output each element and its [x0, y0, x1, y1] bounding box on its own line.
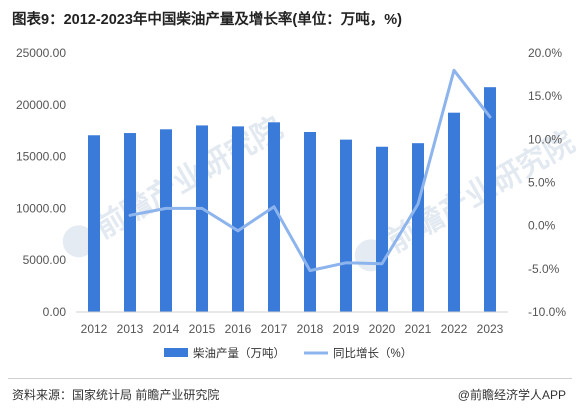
- source-note: 资料来源：国家统计局 前瞻产业研究院: [12, 388, 220, 402]
- bar: [412, 143, 424, 312]
- footer-divider: [8, 378, 572, 379]
- bar: [268, 122, 280, 312]
- x-tick-label: 2020: [369, 322, 396, 336]
- x-tick-label: 2012: [81, 322, 108, 336]
- bar-series: [88, 87, 496, 312]
- x-tick-label: 2016: [225, 322, 252, 336]
- left-tick-label: 25000.00: [16, 46, 66, 60]
- legend: 柴油产量（万吨） 同比增长（%）: [164, 346, 412, 360]
- chart: 前瞻产业研究院 前瞻产业研究院 0.005000.0010000.0015000.…: [16, 46, 580, 360]
- x-tick-label: 2015: [189, 322, 216, 336]
- right-tick-label: 20.0%: [528, 46, 562, 60]
- bar: [160, 129, 172, 312]
- x-tick-label: 2023: [477, 322, 504, 336]
- growth-line: [128, 68, 492, 273]
- right-tick-label: 0.0%: [528, 219, 556, 233]
- bar: [232, 126, 244, 312]
- x-tick-label: 2019: [333, 322, 360, 336]
- right-tick-label: 15.0%: [528, 89, 562, 103]
- right-axis: -10.0% -5.0% 0.0% 5.0% 10.0% 15.0% 20.0%: [528, 46, 566, 319]
- chart-title: 图表9：2012-2023年中国柴油产量及增长率(单位：万吨，%): [12, 12, 402, 28]
- left-tick-label: 15000.00: [16, 150, 66, 164]
- x-tick-label: 2022: [441, 322, 468, 336]
- left-tick-label: 0.00: [43, 305, 67, 319]
- bar: [88, 135, 100, 312]
- bar: [448, 112, 460, 312]
- x-tick-label: 2021: [405, 322, 432, 336]
- credit-note: @前瞻经济学人APP: [457, 388, 566, 402]
- bar: [124, 133, 136, 312]
- right-tick-label: 10.0%: [528, 132, 562, 146]
- left-tick-label: 20000.00: [16, 98, 66, 112]
- bar: [376, 146, 388, 312]
- x-tick-label: 2018: [297, 322, 324, 336]
- bar: [304, 131, 316, 312]
- bar: [340, 139, 352, 312]
- x-tick-label: 2017: [261, 322, 288, 336]
- left-tick-label: 10000.00: [16, 201, 66, 215]
- x-tick-label: 2014: [153, 322, 180, 336]
- left-axis: 0.00 5000.00 10000.00 15000.00 20000.00 25000…: [16, 46, 66, 319]
- right-tick-label: -10.0%: [528, 305, 566, 319]
- bar: [196, 125, 208, 312]
- watermark-logo: [62, 225, 95, 258]
- right-tick-label: -5.0%: [528, 262, 560, 276]
- watermark-text: 前瞻产业研究院: [89, 111, 288, 245]
- legend-bar-label: 柴油产量（万吨）: [193, 346, 285, 360]
- bar: [484, 87, 496, 312]
- left-tick-label: 5000.00: [23, 253, 67, 267]
- x-tick-label: 2013: [117, 322, 144, 336]
- legend-line-label: 同比增长（%）: [333, 346, 412, 360]
- x-axis: 2012 2013 2014 2015 2016 2017 2018 2019 2020 2021…: [81, 322, 504, 336]
- right-tick-label: 5.0%: [528, 176, 556, 190]
- legend-bar-swatch: [164, 348, 188, 357]
